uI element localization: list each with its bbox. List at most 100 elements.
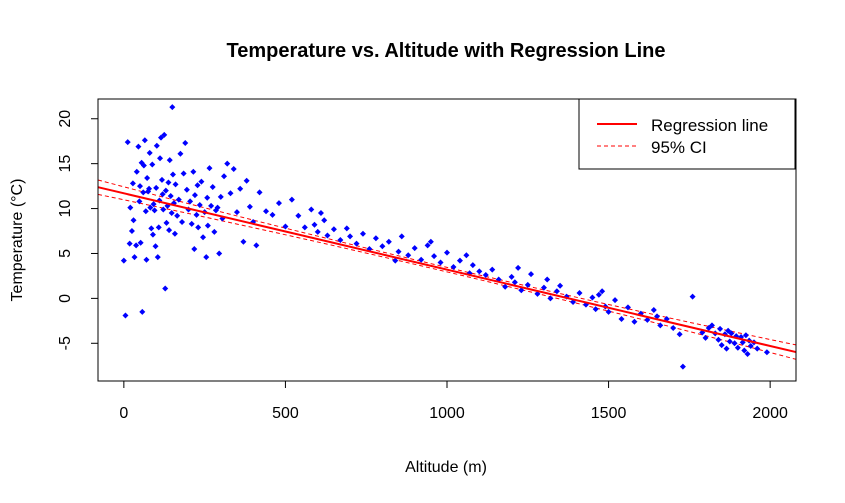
data-point (398, 233, 405, 240)
data-point (476, 268, 483, 275)
data-point (200, 234, 207, 241)
data-point (140, 189, 147, 196)
data-point (253, 242, 260, 249)
data-point (131, 254, 138, 261)
data-point (146, 185, 153, 192)
y-tick-label: 5 (57, 249, 74, 258)
data-point (230, 166, 237, 173)
data-point (392, 257, 399, 264)
data-point (618, 316, 625, 323)
data-point (204, 194, 211, 201)
data-point (142, 208, 149, 215)
data-point (233, 209, 240, 216)
data-point (150, 201, 157, 208)
data-point (209, 184, 216, 191)
data-point (126, 240, 133, 247)
data-point (508, 273, 515, 280)
data-point (631, 318, 638, 325)
ci-upper-line (97, 179, 797, 346)
data-point (427, 238, 434, 245)
data-point (337, 237, 344, 243)
data-point (731, 340, 738, 347)
data-point (196, 201, 203, 208)
data-point (135, 143, 142, 150)
data-point (147, 204, 154, 211)
data-point (137, 183, 144, 190)
x-axis-label: Altitude (m) (405, 459, 487, 476)
data-point (592, 306, 599, 313)
data-point (282, 223, 289, 230)
data-point (162, 285, 169, 292)
data-point (206, 165, 213, 172)
legend: Regression line 95% CI (578, 98, 796, 170)
y-tick-label: 20 (57, 110, 74, 128)
data-point (726, 338, 733, 345)
y-tick-label: 15 (57, 155, 74, 173)
data-point (524, 281, 531, 288)
data-point (405, 252, 412, 259)
legend-regression-label: Regression line (651, 116, 768, 135)
data-point (144, 175, 151, 182)
data-point (158, 176, 165, 183)
data-point (224, 160, 231, 167)
data-point (172, 181, 179, 188)
data-point (747, 342, 754, 349)
data-point (120, 257, 127, 264)
data-point (166, 227, 173, 234)
data-point (183, 186, 190, 193)
data-point (589, 294, 596, 301)
data-point (715, 336, 722, 343)
data-point (557, 282, 564, 289)
data-point (679, 363, 686, 370)
data-point (437, 259, 444, 266)
data-point (216, 250, 223, 257)
data-point (175, 196, 182, 203)
data-point (502, 283, 509, 290)
data-point (160, 206, 167, 213)
data-point (317, 210, 324, 217)
data-point (469, 262, 476, 269)
data-point (528, 271, 535, 278)
data-point (612, 297, 619, 304)
data-point (133, 168, 140, 175)
data-point (624, 304, 631, 311)
data-point (702, 334, 709, 341)
data-point (734, 344, 741, 351)
data-point (605, 308, 612, 315)
data-point (463, 252, 470, 259)
legend-ci-label: 95% CI (651, 138, 707, 157)
data-point (168, 210, 175, 217)
data-point (187, 198, 194, 205)
data-points (120, 104, 770, 370)
data-point (670, 325, 677, 332)
data-point (431, 253, 438, 260)
data-point (553, 288, 560, 295)
data-point (385, 238, 392, 245)
data-point (240, 238, 247, 245)
data-point (174, 212, 181, 219)
data-point (324, 232, 331, 239)
data-point (195, 224, 202, 231)
data-point (595, 291, 602, 298)
data-point (256, 189, 263, 196)
data-point (650, 307, 657, 314)
data-point (149, 231, 156, 238)
data-point (288, 196, 295, 203)
data-point (124, 139, 131, 146)
data-point (155, 224, 162, 231)
data-point (137, 239, 144, 246)
x-tick-label: 1000 (429, 405, 465, 422)
data-point (204, 222, 211, 229)
x-axis: 0 500 1000 1500 2000 (119, 380, 788, 422)
data-point (708, 322, 715, 329)
data-point (311, 221, 318, 228)
data-point (161, 131, 168, 138)
data-point (489, 266, 496, 273)
data-point (728, 330, 735, 337)
data-point (146, 149, 153, 156)
data-point (221, 173, 228, 180)
data-point (353, 240, 360, 247)
data-point (576, 289, 583, 296)
data-point (246, 203, 253, 210)
x-tick-label: 0 (119, 405, 128, 422)
